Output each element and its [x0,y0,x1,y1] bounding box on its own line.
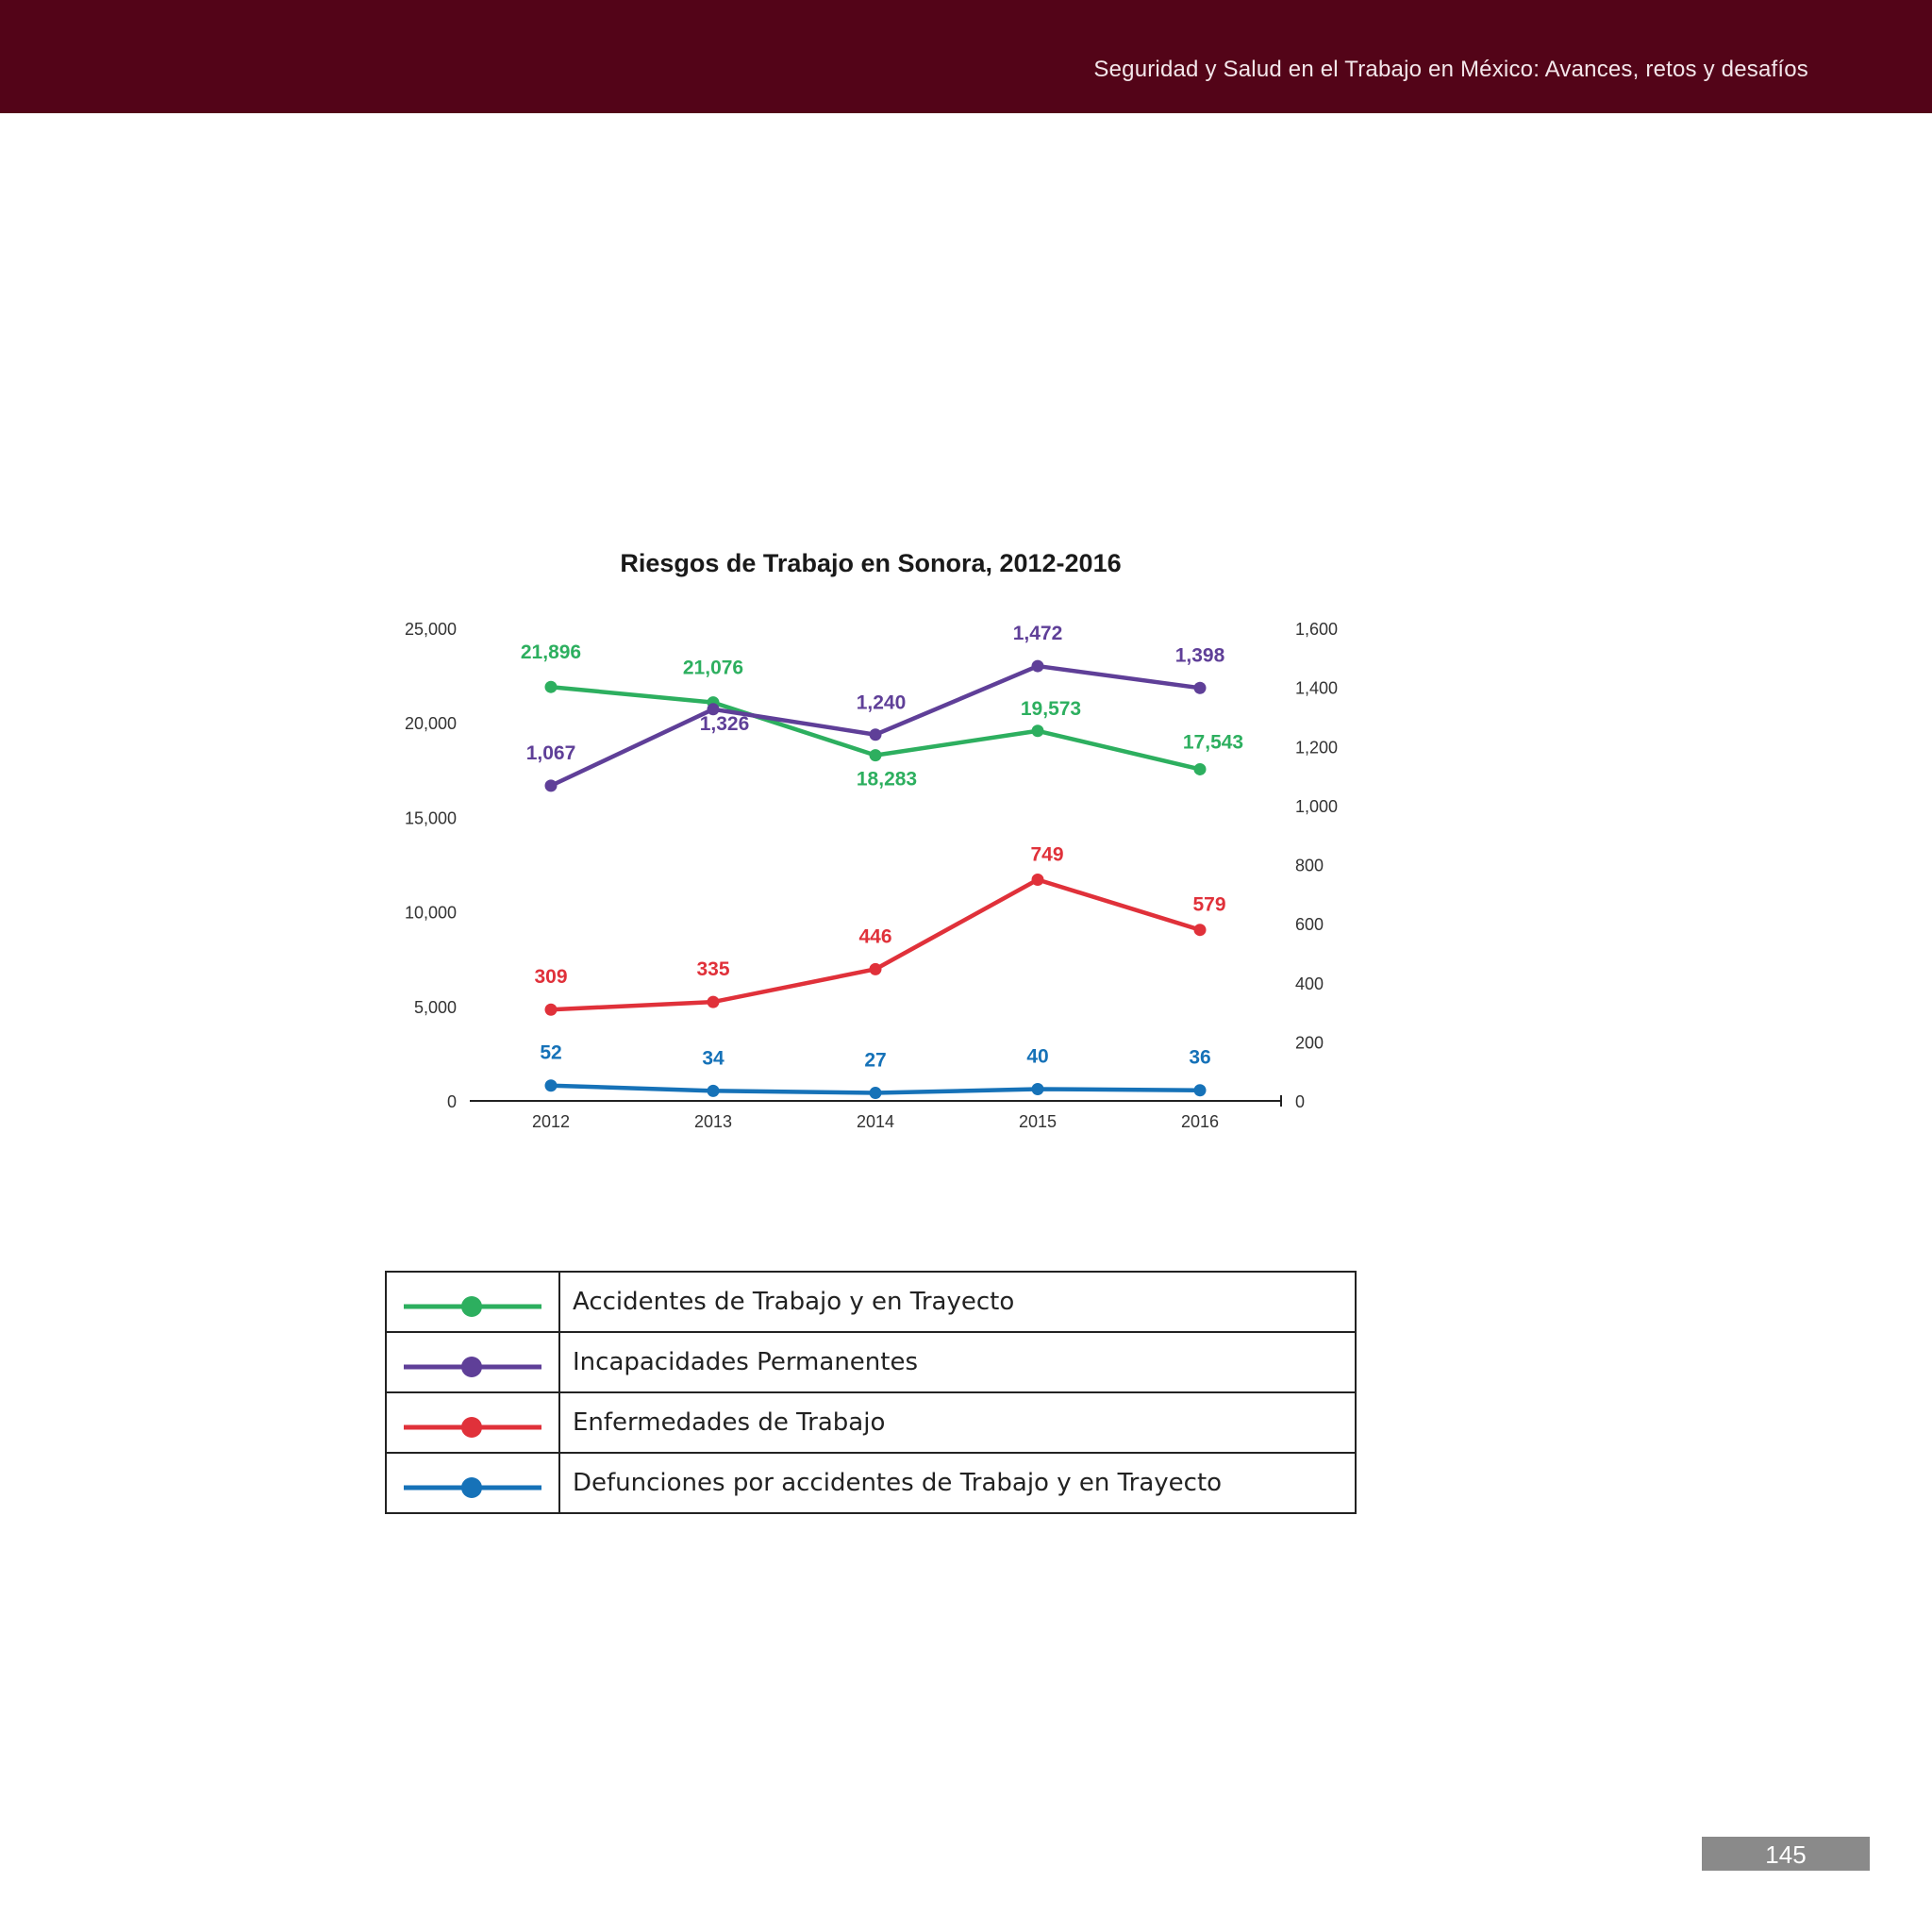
data-point [544,680,558,693]
x-axis-ticks: 2012 2013 2014 2015 2016 [532,1095,1282,1131]
legend-label: Accidentes de Trabajo y en Trayecto [558,1271,1357,1333]
data-label: 52 [540,1042,561,1064]
data-point [869,749,882,762]
legend-label: Incapacidades Permanentes [558,1331,1357,1393]
data-point [1031,659,1044,673]
data-label: 36 [1189,1047,1210,1069]
legend-marker [461,1296,482,1317]
data-label: 1,240 [857,692,907,714]
data-label: 19,573 [1021,698,1081,720]
legend-swatch [385,1452,560,1514]
data-label: 21,076 [683,658,743,679]
data-label: 17,543 [1183,731,1243,753]
right-tick-label: 600 [1295,915,1324,934]
data-label: 18,283 [857,769,917,791]
page-number: 145 [1765,1840,1807,1869]
data-label: 1,398 [1175,644,1225,666]
legend-marker [461,1477,482,1498]
legend-label: Defunciones por accidentes de Trabajo y … [558,1452,1357,1514]
legend-row: Incapacidades Permanentes [385,1331,1357,1393]
right-tick-label: 400 [1295,974,1324,993]
data-label: 579 [1192,894,1225,916]
data-point [1193,924,1207,937]
x-tick-label: 2014 [857,1112,894,1131]
legend-row: Defunciones por accidentes de Trabajo y … [385,1452,1357,1514]
x-tick-label: 2015 [1019,1112,1057,1131]
legend-line-marker-icon [404,1357,541,1377]
right-tick-label: 1,200 [1295,738,1338,757]
legend-line-marker-icon [404,1296,541,1317]
data-point [1031,1082,1044,1095]
legend-line-marker-icon [404,1417,541,1438]
line-chart: Riesgos de Trabajo en Sonora, 2012-2016 … [405,549,1338,1131]
right-tick-label: 200 [1295,1033,1324,1052]
data-point [1031,873,1044,886]
data-point [1193,681,1207,694]
data-point [707,995,720,1008]
legend-marker [461,1417,482,1438]
data-label: 27 [864,1050,886,1072]
document-title: Seguridad y Salud en el Trabajo en Méxic… [1093,57,1808,82]
left-axis-ticks: 0 5,000 10,000 15,000 20,000 25,000 [405,620,457,1111]
right-tick-label: 1,000 [1295,797,1338,816]
legend-row: Accidentes de Trabajo y en Trayecto [385,1271,1357,1333]
legend-swatch [385,1391,560,1454]
series-layer: 21,896 21,076 18,283 19,573 17,543 1,067 1,326… [521,623,1243,1100]
data-point [869,1087,882,1100]
page-header: Seguridad y Salud en el Trabajo en Méxic… [0,0,1932,113]
data-point [544,1003,558,1016]
data-point [869,728,882,741]
data-point [869,962,882,975]
data-point [1193,1084,1207,1097]
left-tick-label: 5,000 [414,998,457,1017]
data-point [544,779,558,792]
data-label: 335 [696,958,729,980]
right-tick-label: 1,600 [1295,620,1338,639]
legend-table: Accidentes de Trabajo y en Trayecto Incap… [385,1271,1357,1514]
data-label: 1,067 [526,742,576,764]
legend-label: Enfermedades de Trabajo [558,1391,1357,1454]
data-label: 34 [702,1047,724,1069]
page-number-box: 145 [1702,1837,1870,1871]
data-label: 40 [1026,1045,1048,1067]
data-label: 749 [1030,843,1063,865]
data-point [1031,724,1044,738]
right-tick-label: 800 [1295,857,1324,875]
data-label: 1,326 [700,713,750,735]
left-tick-label: 20,000 [405,714,457,733]
left-tick-label: 15,000 [405,808,457,827]
chart-title: Riesgos de Trabajo en Sonora, 2012-2016 [620,549,1121,577]
data-point [707,1084,720,1097]
data-label: 21,896 [521,641,581,663]
data-label: 1,472 [1013,623,1063,644]
data-point [707,703,720,716]
right-tick-label: 0 [1295,1092,1305,1111]
legend-line-marker-icon [404,1477,541,1498]
right-tick-label: 1,400 [1295,679,1338,698]
left-tick-label: 0 [447,1092,457,1111]
legend-marker [461,1357,482,1377]
right-axis-ticks: 0 200 400 600 800 1,000 1,200 1,400 1,600 [1295,620,1338,1111]
left-tick-label: 25,000 [405,620,457,639]
data-point [544,1079,558,1092]
legend-swatch [385,1271,560,1333]
data-label: 446 [858,925,891,947]
legend-row: Enfermedades de Trabajo [385,1391,1357,1454]
x-tick-label: 2016 [1181,1112,1219,1131]
x-tick-label: 2012 [532,1112,570,1131]
data-point [1193,762,1207,775]
legend-swatch [385,1331,560,1393]
x-tick-label: 2013 [694,1112,732,1131]
left-tick-label: 10,000 [405,904,457,923]
data-label: 309 [534,966,567,988]
